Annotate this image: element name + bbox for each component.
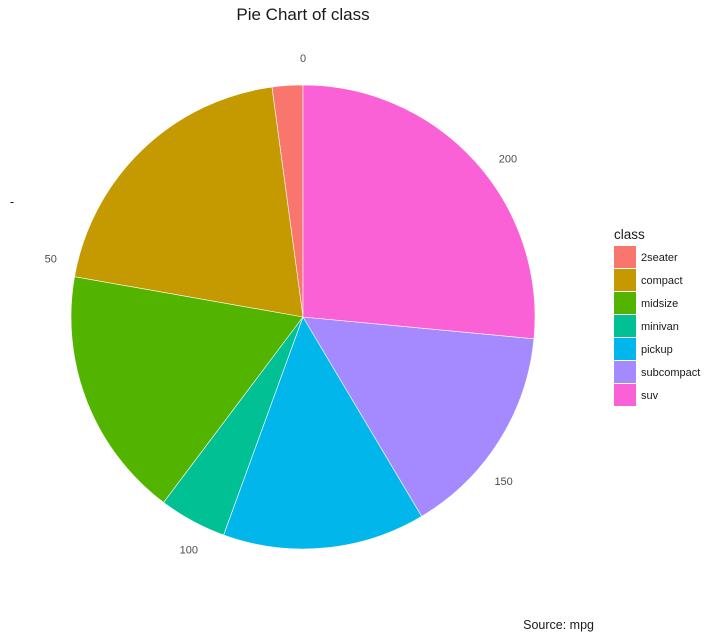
legend-swatch-pickup xyxy=(614,338,636,360)
pie-slice-suv xyxy=(302,84,536,340)
pie-slices xyxy=(70,84,536,550)
legend-label-compact: compact xyxy=(641,275,683,287)
legend-label-subcompact: subcompact xyxy=(641,367,700,379)
legend-swatch-suv xyxy=(614,384,636,406)
legend-label-suv: suv xyxy=(641,390,659,402)
legend-title: class xyxy=(614,227,645,242)
tick-label: 150 xyxy=(494,476,512,488)
y-axis-label: - xyxy=(10,194,14,209)
pie-tick-labels: 0 50 100 150 200 xyxy=(45,53,518,556)
legend-swatch-2seater xyxy=(614,246,636,268)
legend-swatch-compact xyxy=(614,269,636,291)
legend-swatch-midsize xyxy=(614,292,636,314)
legend-label-pickup: pickup xyxy=(641,344,673,356)
chart-title: Pie Chart of class xyxy=(236,5,369,24)
legend-label-midsize: midsize xyxy=(641,298,678,310)
pie-slice-midsize xyxy=(70,276,304,503)
legend-label-2seater: 2seater xyxy=(641,252,678,264)
pie-slice-compact xyxy=(74,86,304,318)
tick-label: 100 xyxy=(180,544,198,556)
pie-slice-subcompact xyxy=(302,316,535,517)
tick-label: 50 xyxy=(45,253,57,265)
caption: Source: mpg xyxy=(523,618,594,632)
legend-swatch-subcompact xyxy=(614,361,636,383)
legend-swatch-minivan xyxy=(614,315,636,337)
legend-label-minivan: minivan xyxy=(641,321,679,333)
tick-label: 0 xyxy=(300,53,306,65)
tick-label: 200 xyxy=(499,154,517,166)
pie-slice-pickup xyxy=(223,316,423,550)
legend: class 2seater compact midsize minivan pickup… xyxy=(614,227,700,406)
